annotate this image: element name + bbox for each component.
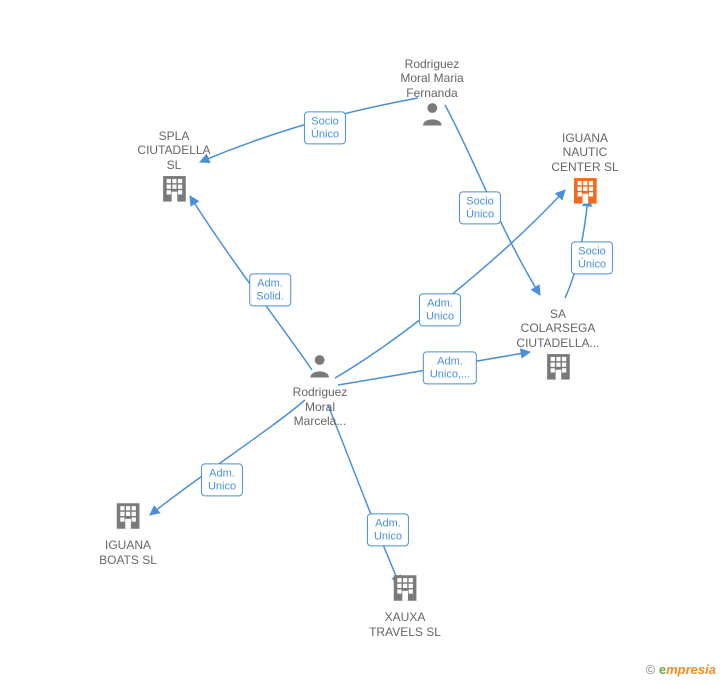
building-icon xyxy=(157,172,191,206)
building-icon xyxy=(111,499,145,533)
edge-label-e4: Adm.Solid. xyxy=(249,273,291,306)
edge-label-e1: SocioÚnico xyxy=(304,111,346,144)
node-label: XAUXATRAVELS SL xyxy=(369,610,441,639)
building-icon xyxy=(541,350,575,384)
node-p2[interactable]: RodriguezMoralMarcela... xyxy=(293,352,348,428)
edge-e8 xyxy=(328,405,400,585)
edges-layer xyxy=(0,0,728,685)
node-label: RodriguezMoral MariaFernanda xyxy=(400,57,463,100)
edge-e7 xyxy=(150,400,305,515)
credit-footer: © empresia xyxy=(646,662,716,677)
node-c_sa_colarsega[interactable]: SACOLARSEGACIUTADELLA... xyxy=(516,307,599,389)
building-icon xyxy=(388,571,422,605)
brand-rest: mpresia xyxy=(666,662,716,677)
copyright-symbol: © xyxy=(646,662,656,677)
node-c_xauxa[interactable]: XAUXATRAVELS SL xyxy=(369,571,441,639)
edge-label-e8: Adm.Unico xyxy=(367,513,409,546)
person-icon xyxy=(306,352,334,380)
node-label: IGUANANAUTICCENTER SL xyxy=(551,131,618,174)
edge-label-e5: Adm.Unico,... xyxy=(423,351,477,384)
edge-label-e7: Adm.Unico xyxy=(201,463,243,496)
node-label: SACOLARSEGACIUTADELLA... xyxy=(516,307,599,350)
node-p1[interactable]: RodriguezMoral MariaFernanda xyxy=(400,57,463,133)
node-label: RodriguezMoralMarcela... xyxy=(293,385,348,428)
edge-label-e3: SocioÚnico xyxy=(571,241,613,274)
edge-label-e6: Adm.Unico xyxy=(419,293,461,326)
node-c_spla[interactable]: SPLACIUTADELLASL xyxy=(137,129,210,211)
edge-label-e2: SocioÚnico xyxy=(459,191,501,224)
network-diagram: SocioÚnico SocioÚnico SocioÚnico Adm.Solid.… xyxy=(0,0,728,685)
node-label: IGUANABOATS SL xyxy=(99,538,157,567)
person-icon xyxy=(418,100,446,128)
node-c_iguana_boats[interactable]: IGUANABOATS SL xyxy=(99,499,157,567)
node-c_iguana_nautic[interactable]: IGUANANAUTICCENTER SL xyxy=(551,131,618,213)
node-label: SPLACIUTADELLASL xyxy=(137,129,210,172)
building-icon xyxy=(568,174,602,208)
